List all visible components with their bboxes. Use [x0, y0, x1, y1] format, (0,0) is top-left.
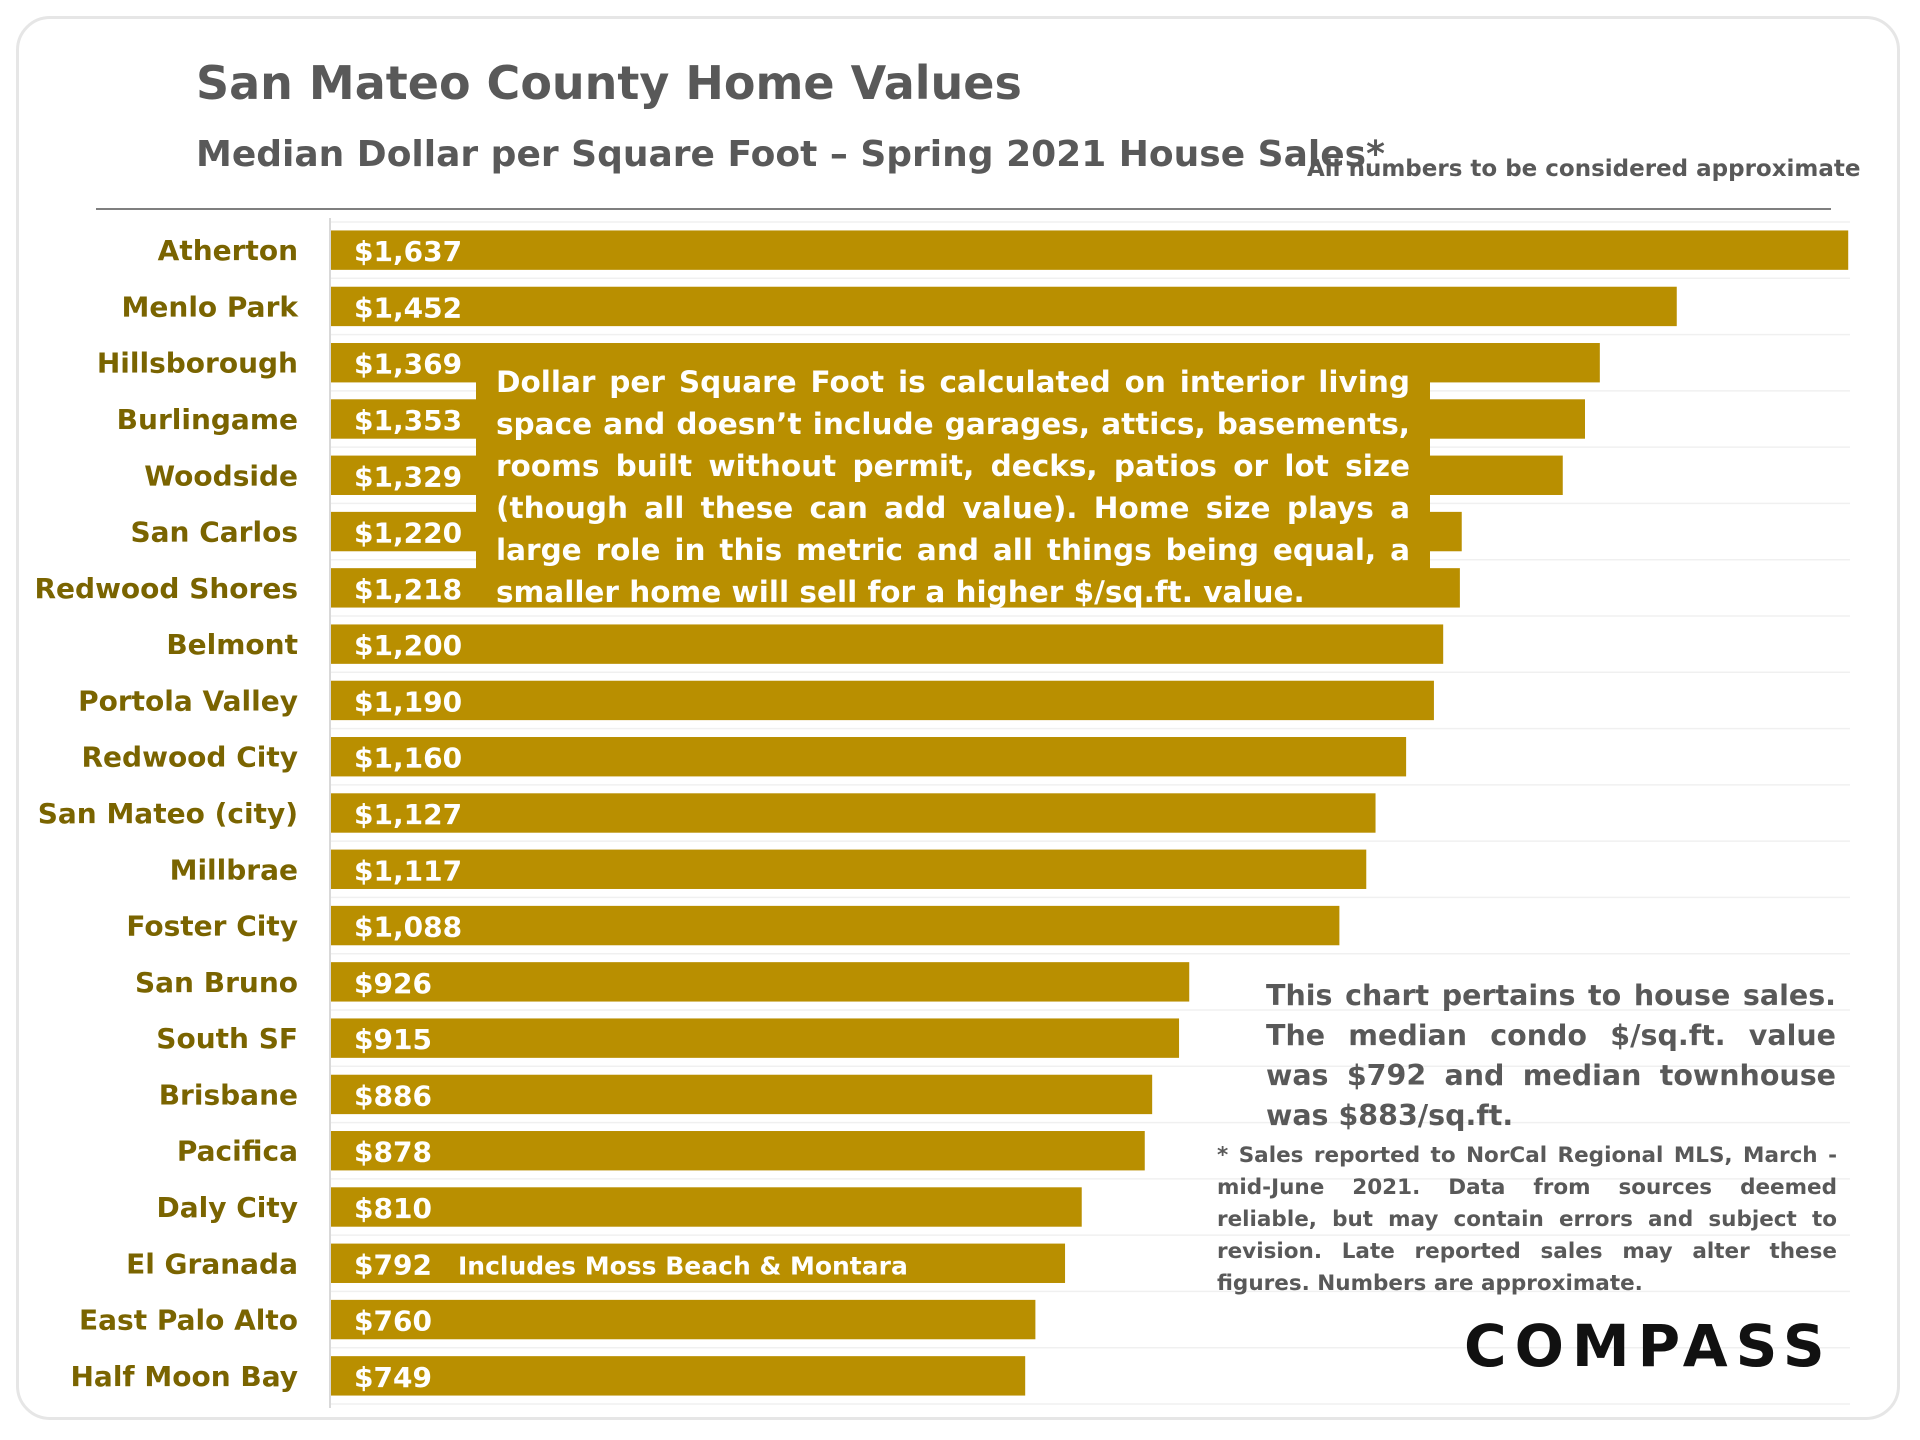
category-label: Redwood Shores: [34, 572, 298, 605]
value-label: $792: [354, 1248, 432, 1281]
category-label: Burlingame: [117, 403, 298, 436]
value-label: $1,353: [354, 404, 462, 437]
category-label: East Palo Alto: [79, 1304, 298, 1337]
bar: [331, 568, 1460, 608]
house-sales-note: This chart pertains to house sales. The …: [1266, 979, 1836, 1132]
bar: [331, 1018, 1180, 1058]
value-label: $1,220: [354, 517, 462, 550]
bar: [331, 1131, 1145, 1171]
value-label: $1,088: [354, 911, 462, 944]
methodology-callout: Dollar per Square Foot is calculated on …: [476, 353, 1430, 609]
bar: [331, 230, 1849, 270]
category-label: Atherton: [158, 234, 298, 267]
bar: [331, 1243, 1066, 1283]
value-label: $915: [354, 1023, 432, 1056]
value-label: $1,218: [354, 573, 462, 606]
compass-logo: COMPASS: [1464, 1312, 1833, 1380]
value-label: $886: [354, 1079, 432, 1112]
category-label: Menlo Park: [122, 290, 300, 323]
category-label: San Bruno: [135, 966, 298, 999]
bar: [331, 793, 1376, 833]
value-label: $1,369: [354, 348, 462, 381]
chart-subtitle: Median Dollar per Square Foot – Spring 2…: [196, 134, 1385, 175]
category-label: Belmont: [166, 628, 298, 661]
category-label: Woodside: [144, 459, 298, 492]
category-label: Half Moon Bay: [71, 1360, 299, 1393]
value-label: $760: [354, 1305, 432, 1338]
category-label: Daly City: [156, 1191, 298, 1224]
value-label: $878: [354, 1136, 432, 1169]
bar-annotation: Includes Moss Beach & Montara: [458, 1251, 908, 1280]
value-label: $926: [354, 967, 432, 1000]
value-label: $749: [354, 1361, 432, 1394]
bar: [331, 737, 1407, 777]
bar: [331, 849, 1367, 889]
category-label: South SF: [156, 1022, 298, 1055]
category-label: Portola Valley: [78, 684, 298, 717]
value-label: $1,637: [354, 235, 462, 268]
value-label: $1,160: [354, 742, 462, 775]
sales-source-footnote: * Sales reported to NorCal Regional MLS,…: [1217, 1143, 1837, 1296]
bar: [331, 905, 1340, 946]
bar: [331, 1356, 1026, 1396]
value-label: $1,329: [354, 460, 462, 493]
category-label: Foster City: [126, 910, 298, 943]
bar: [331, 1074, 1153, 1115]
category-label: San Carlos: [131, 516, 299, 549]
value-label: $810: [354, 1192, 432, 1225]
category-label: Pacifica: [177, 1135, 298, 1168]
bar: [331, 680, 1434, 721]
category-label: Hillsborough: [97, 347, 298, 380]
category-label: Redwood City: [81, 741, 298, 774]
chart-title: San Mateo County Home Values: [196, 56, 1022, 110]
value-label: $1,452: [354, 291, 462, 324]
approximate-note: All numbers to be considered approximate: [1307, 156, 1861, 182]
bar: [331, 286, 1677, 327]
value-label: $1,190: [354, 685, 462, 718]
title-divider: [96, 208, 1831, 210]
value-label: $1,117: [354, 854, 462, 887]
bar: [331, 624, 1444, 664]
bar: [331, 1187, 1082, 1227]
value-label: $1,127: [354, 798, 462, 831]
category-label: El Granada: [126, 1247, 298, 1280]
category-label: Brisbane: [159, 1078, 298, 1111]
category-label: Millbrae: [170, 853, 298, 886]
bar: [331, 962, 1190, 1002]
category-label: San Mateo (city): [38, 797, 298, 830]
value-label: $1,200: [354, 629, 462, 662]
bar: [331, 1299, 1036, 1340]
